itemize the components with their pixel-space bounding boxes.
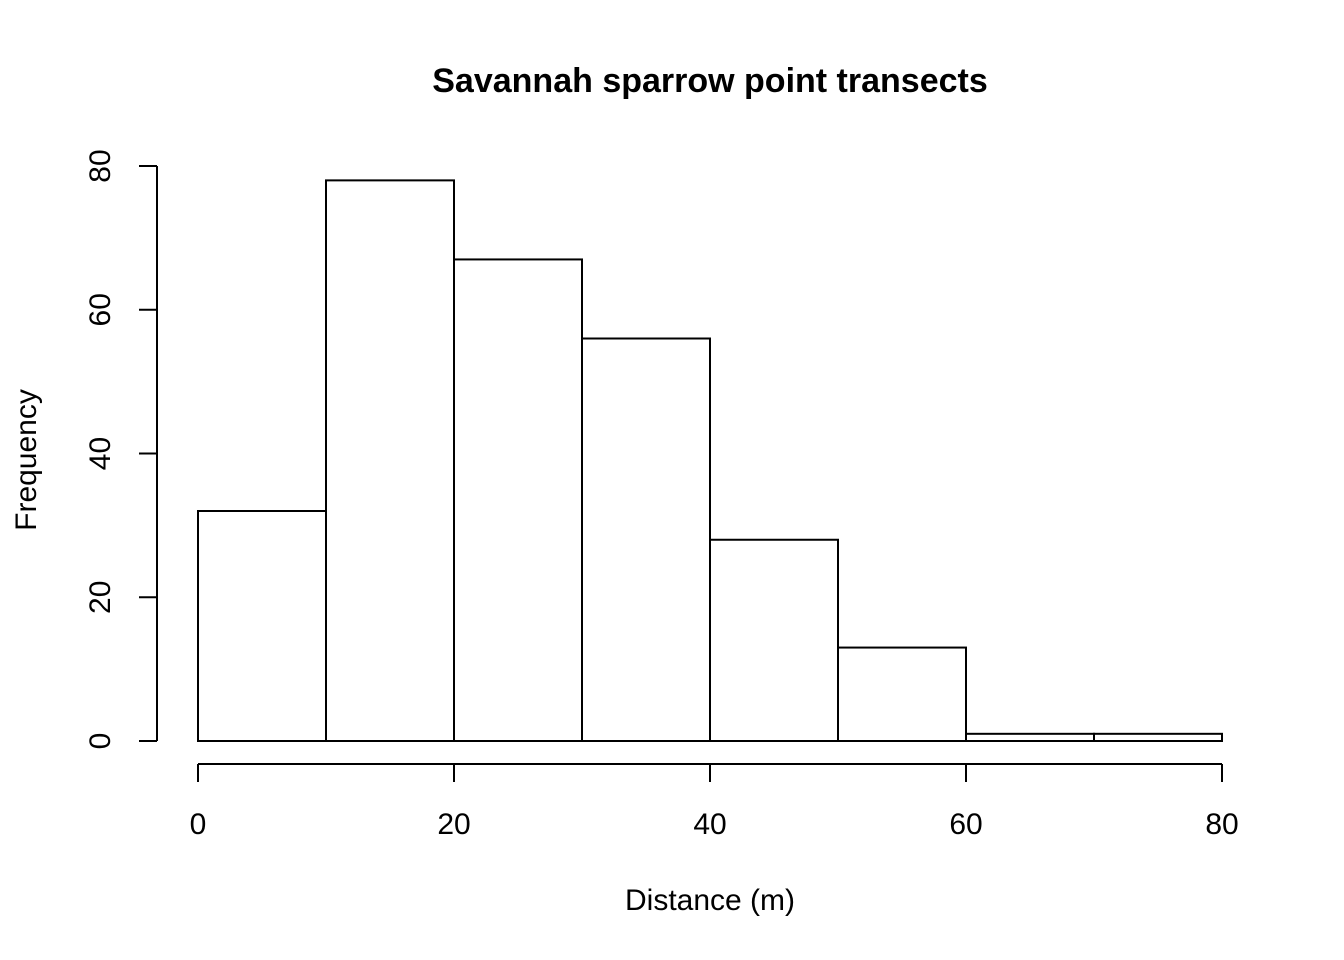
histogram-bar-7 [1093, 732, 1223, 742]
y-axis-label: Frequency [10, 389, 43, 531]
histogram-bar-0 [197, 510, 327, 742]
x-axis-label: Distance (m) [625, 884, 795, 917]
x-tick-label-2: 40 [693, 808, 726, 841]
x-tick-label-3: 60 [949, 808, 982, 841]
histogram-bar-6 [965, 732, 1095, 742]
x-tick-label-0: 0 [190, 808, 207, 841]
histogram-bar-4 [709, 538, 839, 742]
chart-title: Savannah sparrow point transects [432, 62, 988, 100]
y-axis: 0 20 40 60 80 [84, 149, 158, 750]
x-tick-label-1: 20 [437, 808, 470, 841]
x-axis: 0 20 40 60 80 [190, 763, 1239, 841]
y-tick-label-3: 60 [84, 293, 117, 326]
histogram-bar-2 [453, 258, 583, 742]
y-tick-label-0: 0 [84, 733, 117, 750]
y-tick-label-2: 40 [84, 437, 117, 470]
histogram-bar-1 [325, 179, 455, 742]
bars-group [197, 179, 1223, 742]
histogram-bar-5 [837, 646, 967, 742]
y-tick-label-1: 20 [84, 581, 117, 614]
y-tick-label-4: 80 [84, 149, 117, 182]
histogram-bar-3 [581, 337, 711, 742]
x-tick-label-4: 80 [1205, 808, 1238, 841]
